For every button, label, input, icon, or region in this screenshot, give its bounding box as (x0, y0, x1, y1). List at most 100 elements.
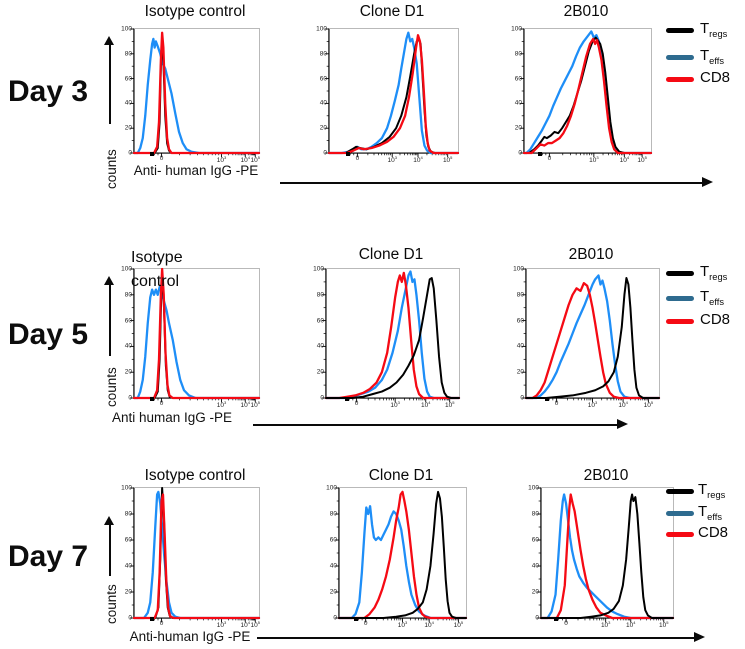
curve-cd8 (329, 35, 458, 153)
curve-teffs (541, 495, 673, 619)
x-tick-label: 104 (240, 620, 250, 630)
curve-tregs (134, 39, 259, 153)
y-tick-label: 80 (316, 291, 324, 299)
y-tick-label: 20 (124, 588, 132, 596)
curve-cd8 (134, 495, 259, 619)
histogram-panel-r2-isotype-control: 0 103 104 105 0 20 40 60 80 100 (121, 266, 260, 409)
y-tick-label: 20 (124, 124, 132, 132)
curve-cd8 (541, 495, 673, 619)
y-tick-label: 20 (516, 368, 524, 376)
y-tick-label: 0 (128, 394, 132, 402)
histogram-plot (329, 29, 458, 153)
y-tick-label: 80 (319, 50, 327, 58)
histogram-panel-r1-clone-d1: 0 103 104 105 0 20 40 60 80 100 (316, 26, 459, 164)
y-tick-label: 20 (316, 368, 324, 376)
x-tick-label: 103 (397, 620, 408, 630)
y-tick-label: 0 (333, 614, 337, 622)
y-tick-label: 80 (124, 510, 132, 518)
y-tick-label: 20 (124, 368, 132, 376)
y-tick-label: 40 (514, 99, 522, 107)
y-tick-label: 60 (516, 317, 524, 325)
y-tick-label: 100 (511, 25, 522, 33)
histogram-plot (524, 29, 651, 153)
y-tick-label: 40 (531, 562, 539, 570)
legend-line-teffs (666, 296, 694, 301)
y-tick-label: 40 (319, 99, 327, 107)
y-tick-label: 60 (514, 75, 522, 83)
x-tick-label: 103 (387, 155, 397, 165)
y-tick-label: 40 (124, 562, 132, 570)
y-tick-label: 80 (514, 50, 522, 58)
axis-marker-square (354, 617, 359, 621)
y-tick-label: 60 (316, 317, 324, 325)
y-tick-label: 0 (128, 149, 132, 157)
histogram-plot (134, 269, 259, 398)
curve-tregs (326, 278, 459, 398)
legend-line-teffs (666, 55, 694, 60)
x-tick-label: 103 (216, 620, 227, 630)
y-tick-label: 40 (124, 99, 132, 107)
y-tick-label: 100 (316, 25, 327, 33)
y-tick-label: 40 (124, 342, 132, 350)
panel-title: 2B010 (568, 246, 614, 263)
x-tick-label: 105 (250, 400, 260, 410)
legend-line-tregs (666, 271, 694, 276)
curve-cd8 (326, 273, 459, 398)
histogram-panel-r3-isotype-control: 0 103 104 105 0 20 40 60 80 100 (121, 485, 260, 629)
panel-title: Clone D1 (358, 246, 424, 263)
y-tick-label: 80 (329, 510, 337, 518)
y-tick-label: 60 (319, 75, 327, 83)
x-axis-label-row3: Anti-human IgG -PE (129, 629, 251, 644)
x-tick-label: 104 (240, 400, 250, 410)
x-tick-label: 0 (159, 620, 164, 627)
legend-label-teffs: Teffs (700, 47, 724, 66)
counts-arrow-shaft (109, 43, 112, 124)
x-tick-label: 0 (159, 400, 164, 407)
x-tick-label: 0 (363, 620, 368, 627)
y-tick-label: 100 (121, 25, 132, 33)
x-axis-arrow-head (617, 419, 628, 429)
curve-tregs (339, 492, 466, 618)
x-axis-arrow-head (694, 632, 705, 642)
curve-cd8 (134, 33, 259, 153)
panel-title: Isotype control (131, 249, 183, 290)
x-tick-label: 105 (250, 155, 260, 165)
x-axis-arrow-shaft (280, 182, 704, 185)
y-tick-label: 20 (329, 588, 337, 596)
day-label-row3: Day 7 (8, 540, 89, 573)
x-tick-label: 103 (390, 400, 400, 410)
legend-label-cd8: CD8 (698, 524, 729, 541)
y-tick-label: 60 (124, 317, 132, 325)
y-tick-label: 60 (329, 536, 337, 544)
x-tick-label: 104 (619, 155, 630, 165)
curve-cd8 (524, 39, 651, 153)
x-tick-label: 105 (442, 155, 453, 165)
histogram-panel-r1-isotype-control: 0 103 104 105 0 20 40 60 80 100 (121, 26, 260, 164)
counts-axis-label-row2: counts (104, 367, 119, 407)
panel-title: 2B010 (563, 3, 609, 20)
legend-label-teffs: Teffs (698, 503, 722, 522)
panel-title: Clone D1 (368, 467, 434, 484)
histogram-plot (526, 269, 659, 398)
histogram-plot (134, 488, 259, 618)
x-tick-label: 104 (626, 620, 636, 630)
x-tick-label: 103 (216, 400, 227, 410)
curve-cd8 (526, 283, 659, 398)
y-tick-label: 0 (518, 149, 522, 157)
x-axis-arrow-head (702, 177, 713, 187)
legend-label-cd8: CD8 (700, 69, 731, 86)
panel-title: Isotype control (144, 3, 246, 20)
axis-marker-square (150, 617, 155, 621)
y-tick-label: 0 (323, 149, 327, 157)
axis-marker-square (537, 152, 542, 156)
x-axis-label-row1: Anti- human IgG -PE (133, 163, 259, 178)
histogram-plot (326, 269, 459, 398)
axis-marker-square (345, 152, 350, 156)
x-tick-label: 103 (587, 400, 598, 410)
counts-arrow-head (104, 276, 114, 285)
curve-teffs (326, 272, 459, 398)
curve-cd8 (339, 492, 466, 618)
x-tick-label: 0 (554, 400, 559, 407)
day-label-row2: Day 5 (8, 318, 89, 351)
